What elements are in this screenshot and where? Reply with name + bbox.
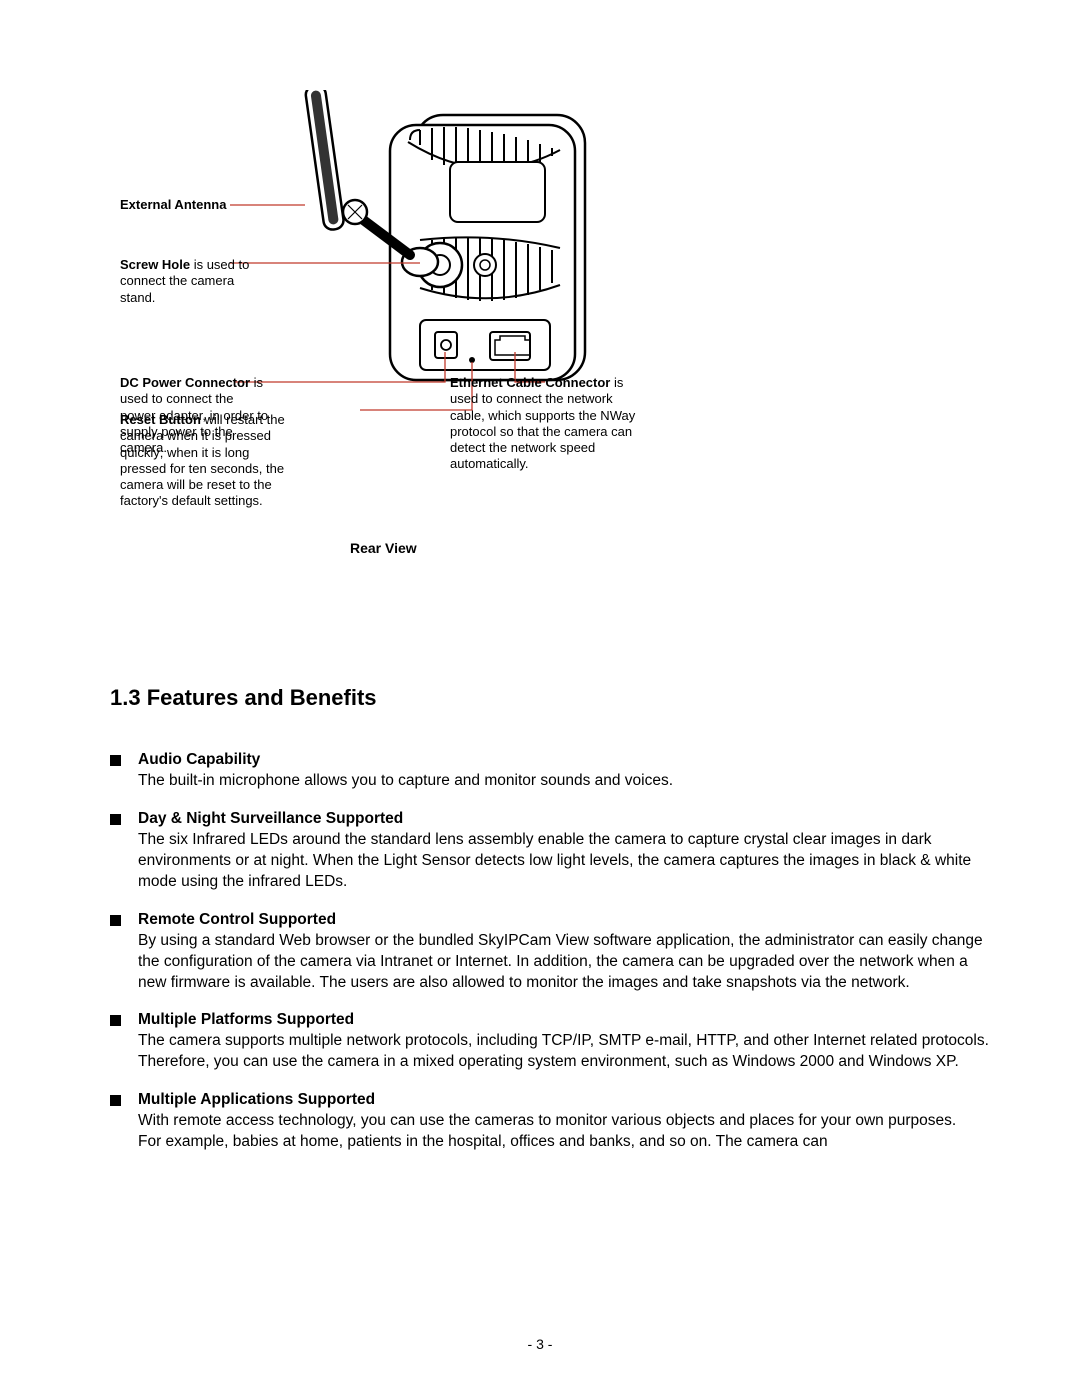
- callout-antenna: External Antenna: [120, 197, 250, 213]
- callout-ethernet-title: Ethernet Cable Connector: [450, 375, 610, 390]
- device-illustration: [260, 90, 600, 400]
- page-number: - 3 -: [0, 1336, 1080, 1352]
- callout-screw-hole: Screw Hole is used to connect the camera…: [120, 257, 260, 306]
- feature-item: Multiple Applications Supported With rem…: [110, 1091, 990, 1153]
- feature-item: Remote Control Supported By using a stan…: [110, 911, 990, 994]
- feature-title: Day & Night Surveillance Supported: [138, 810, 990, 828]
- feature-title: Remote Control Supported: [138, 911, 990, 929]
- rear-view-diagram: External Antenna Screw Hole is used to c…: [120, 90, 680, 570]
- callout-screw-hole-title: Screw Hole: [120, 257, 190, 272]
- feature-body: With remote access technology, you can u…: [138, 1111, 990, 1153]
- feature-body: The six Infrared LEDs around the standar…: [138, 830, 990, 893]
- feature-item: Multiple Platforms Supported The camera …: [110, 1011, 990, 1073]
- feature-body: By using a standard Web browser or the b…: [138, 931, 990, 994]
- callout-ethernet: Ethernet Cable Connector is used to conn…: [450, 375, 650, 473]
- features-list: Audio Capability The built-in microphone…: [110, 751, 990, 1153]
- feature-body: The built-in microphone allows you to ca…: [138, 771, 990, 792]
- callout-antenna-title: External Antenna: [120, 197, 226, 212]
- callout-dc-power-title: DC Power Connector: [120, 375, 250, 390]
- callout-reset: Reset Button will restart the camera whe…: [120, 412, 290, 510]
- feature-item: Day & Night Surveillance Supported The s…: [110, 810, 990, 893]
- callout-reset-title: Reset Button: [120, 412, 201, 427]
- diagram-caption: Rear View: [350, 540, 417, 556]
- feature-title: Multiple Platforms Supported: [138, 1011, 990, 1029]
- feature-item: Audio Capability The built-in microphone…: [110, 751, 990, 792]
- feature-body: The camera supports multiple network pro…: [138, 1031, 990, 1073]
- document-page: External Antenna Screw Hole is used to c…: [0, 0, 1080, 1231]
- feature-title: Multiple Applications Supported: [138, 1091, 990, 1109]
- section-heading: 1.3 Features and Benefits: [110, 685, 990, 711]
- feature-title: Audio Capability: [138, 751, 990, 769]
